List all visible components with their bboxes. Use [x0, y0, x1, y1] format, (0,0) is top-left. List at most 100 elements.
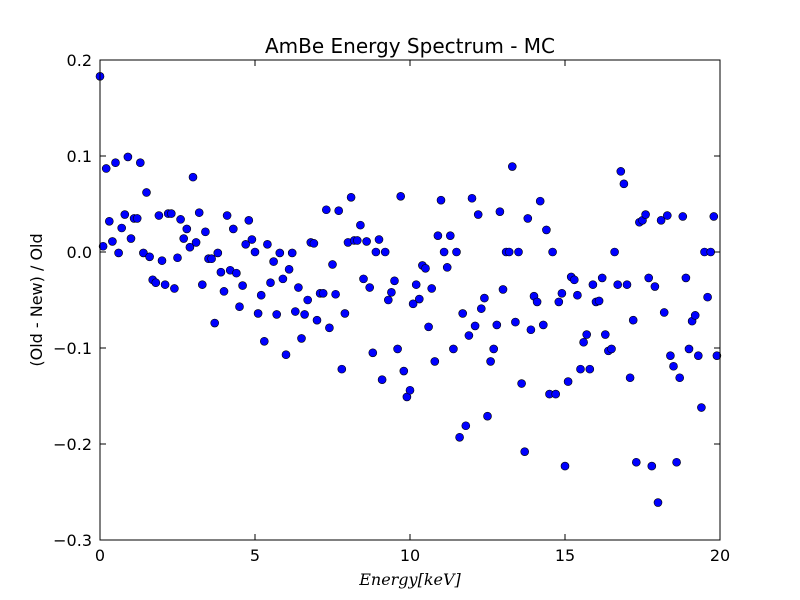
- data-point: [176, 215, 185, 224]
- y-tick-label: −0.3: [53, 531, 92, 550]
- data-point: [625, 373, 635, 383]
- data-point: [507, 162, 517, 171]
- plot-area-frame: [99, 59, 721, 541]
- data-point: [194, 208, 204, 217]
- data-point: [383, 295, 393, 305]
- data-point: [219, 287, 229, 296]
- data-point: [442, 263, 452, 272]
- data-point: [585, 364, 595, 374]
- data-point: [105, 216, 114, 226]
- data-point: [352, 236, 362, 245]
- data-point: [340, 309, 350, 318]
- data-point: [368, 348, 378, 358]
- data-point: [684, 344, 694, 354]
- data-point: [241, 240, 250, 249]
- data-point: [548, 247, 557, 257]
- data-point: [396, 192, 406, 201]
- y-tick-label: −0.1: [53, 339, 92, 358]
- data-point: [266, 278, 275, 288]
- data-point: [408, 299, 418, 309]
- data-point: [535, 196, 545, 206]
- data-point: [334, 206, 344, 216]
- data-point: [464, 331, 474, 340]
- data-point: [613, 280, 623, 289]
- data-point: [390, 276, 399, 286]
- data-point: [514, 247, 523, 257]
- data-point: [290, 307, 300, 316]
- data-point: [108, 237, 117, 246]
- data-point: [145, 252, 154, 262]
- data-point: [294, 283, 303, 292]
- data-point: [709, 212, 719, 221]
- data-point: [126, 234, 136, 243]
- data-point: [256, 290, 266, 300]
- data-point: [573, 290, 582, 300]
- data-point: [449, 344, 458, 354]
- data-point: [139, 248, 148, 258]
- data-point: [538, 320, 548, 330]
- y-tick-label: 0.2: [67, 51, 92, 70]
- data-point: [136, 158, 145, 168]
- y-tick-label: −0.2: [53, 435, 92, 454]
- data-point: [706, 247, 716, 257]
- data-point: [678, 212, 688, 221]
- data-point: [656, 216, 666, 225]
- data-point: [433, 231, 443, 240]
- data-point: [250, 247, 260, 257]
- data-point: [560, 461, 570, 471]
- data-point: [557, 288, 567, 298]
- data-point: [631, 457, 641, 467]
- data-point: [287, 248, 297, 258]
- data-point: [498, 285, 508, 294]
- data-point: [650, 282, 660, 291]
- axis-ticks: 0 5 10 15 20 −0.3 −0.2 −0.1 0.0 0.1 0.2: [53, 51, 730, 565]
- data-point: [213, 248, 223, 258]
- data-point: [600, 330, 610, 339]
- data-point: [244, 216, 254, 225]
- data-point: [167, 209, 176, 218]
- data-point: [588, 280, 598, 289]
- data-point: [210, 318, 219, 328]
- data-point: [662, 211, 672, 220]
- data-point: [659, 308, 669, 317]
- data-points: [95, 72, 722, 507]
- data-point: [98, 241, 108, 251]
- x-axis-label: Energy[keV]: [358, 570, 461, 589]
- data-point: [278, 274, 288, 284]
- data-point: [445, 231, 455, 240]
- data-point: [480, 293, 489, 303]
- data-point: [594, 296, 604, 306]
- data-point: [470, 321, 480, 331]
- data-point: [458, 309, 468, 318]
- data-point: [517, 379, 526, 388]
- data-point: [439, 247, 449, 257]
- data-point: [362, 237, 371, 246]
- data-point: [483, 411, 492, 421]
- data-point: [703, 292, 712, 302]
- data-point: [222, 211, 232, 220]
- data-point: [185, 242, 195, 252]
- data-point: [259, 336, 269, 346]
- data-point: [492, 320, 502, 330]
- data-point: [653, 498, 663, 507]
- data-point: [551, 389, 561, 399]
- data-point: [132, 214, 142, 223]
- data-point: [160, 280, 170, 289]
- data-point: [216, 267, 226, 277]
- data-point: [666, 351, 675, 360]
- data-point: [331, 289, 340, 299]
- data-point: [154, 211, 164, 220]
- data-point: [321, 205, 331, 215]
- data-point: [337, 364, 347, 374]
- data-point: [182, 224, 192, 234]
- data-point: [117, 223, 126, 233]
- data-point: [312, 315, 322, 325]
- data-point: [641, 210, 650, 219]
- data-point: [284, 264, 294, 274]
- data-point: [504, 247, 514, 257]
- data-point: [188, 172, 198, 182]
- data-point: [579, 337, 588, 347]
- data-point: [229, 224, 238, 234]
- data-point: [399, 366, 409, 376]
